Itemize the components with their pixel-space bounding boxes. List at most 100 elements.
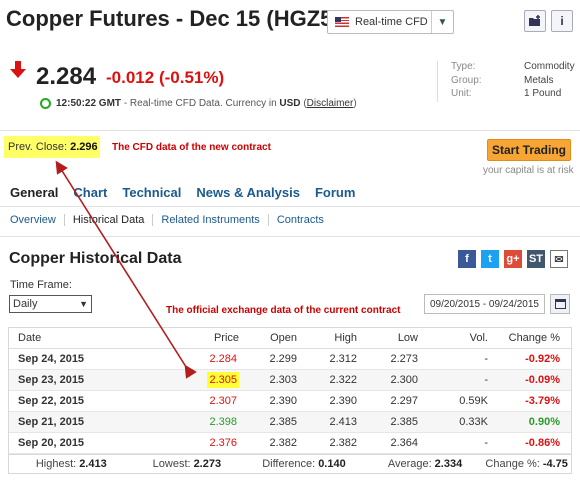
stocktwits-icon[interactable]: ST — [527, 250, 545, 268]
col-open[interactable]: Open — [270, 332, 297, 344]
col-date[interactable]: Date — [18, 332, 42, 344]
quote-time-line: 12:50:22 GMT - Real-time CFD Data. Curre… — [56, 98, 357, 109]
add-to-portfolio-button[interactable] — [524, 10, 546, 32]
row-vol: - — [484, 437, 488, 449]
table-row: Sep 21, 2015 2.398 2.385 2.413 2.385 0.33K 0.9… — [9, 412, 571, 433]
disclaimer-link[interactable]: Disclaimer — [306, 98, 354, 109]
row-price: 2.305 — [141, 372, 239, 388]
calendar-icon — [554, 299, 566, 309]
row-high: 2.312 — [329, 353, 357, 365]
currency: USD — [279, 98, 301, 109]
tab-general[interactable]: General — [10, 185, 59, 200]
prev-close-value: 2.296 — [70, 141, 98, 153]
divider — [0, 206, 580, 207]
row-change: -0.86% — [488, 437, 565, 449]
last-price: 2.284 — [36, 63, 97, 90]
add-to-portfolio-icon — [529, 15, 540, 26]
row-price-value: 2.305 — [207, 372, 239, 388]
tab-forum[interactable]: Forum — [314, 185, 356, 200]
row-date: Sep 20, 2015 — [18, 437, 85, 449]
summary-label: Lowest: — [152, 457, 191, 470]
cfd-annotation: The CFD data of the new contract — [112, 142, 271, 153]
row-change-value: -3.79% — [525, 395, 560, 407]
row-price: 2.376 — [141, 437, 239, 449]
col-vol[interactable]: Vol. — [469, 332, 488, 344]
col-high[interactable]: High — [334, 332, 357, 344]
summary-value: 2.413 — [79, 457, 107, 470]
info-button[interactable]: i — [551, 10, 573, 32]
chevron-down-icon[interactable]: ▼ — [431, 11, 453, 33]
summary-label: Highest: — [35, 457, 77, 470]
row-price-value: 2.398 — [209, 416, 237, 428]
meta-key: Unit: — [451, 88, 472, 99]
col-price[interactable]: Price — [213, 332, 239, 344]
summary-item: Lowest: 2.273 — [134, 458, 241, 470]
subtab-contracts[interactable]: Contracts — [276, 214, 324, 226]
exchange-annotation: The official exchange data of the curren… — [166, 305, 401, 316]
row-change-value: -0.92% — [525, 353, 560, 365]
row-price-value: 2.284 — [209, 353, 237, 365]
summary-item: Average: 2.334 — [368, 458, 483, 470]
row-date: Sep 21, 2015 — [18, 416, 85, 428]
summary-value: 2.273 — [193, 457, 222, 470]
row-high: 2.322 — [329, 374, 357, 386]
twitter-icon[interactable]: t — [481, 250, 499, 268]
summary-value: 0.140 — [318, 457, 346, 470]
change-value: -0.012 — [106, 68, 155, 87]
row-open: 2.385 — [269, 416, 297, 428]
row-price-value: 2.376 — [209, 437, 237, 449]
row-vol: 0.59K — [459, 395, 488, 407]
meta-value: Metals — [524, 74, 554, 86]
summary-item: Change %: -4.75 — [482, 458, 571, 470]
col-change[interactable]: Change % — [508, 332, 560, 344]
divider — [0, 236, 580, 237]
meta-value: 1 Pound — [524, 88, 562, 99]
instrument-meta: Type: Commodity Group: Metals Unit: 1 Pound — [437, 61, 579, 102]
row-change: -0.09% — [488, 374, 565, 386]
row-vol: - — [484, 374, 488, 386]
calendar-button[interactable] — [550, 294, 570, 314]
row-price: 2.398 — [141, 416, 239, 428]
cfd-selector[interactable]: Real-time CFD ▼ — [327, 10, 454, 34]
start-trading-button[interactable]: Start Trading — [487, 139, 571, 161]
quote-time: 12:50:22 GMT — [56, 98, 122, 109]
row-open: 2.390 — [269, 395, 297, 407]
paren-close: ) — [353, 98, 357, 109]
cfd-selector-label: Real-time CFD — [355, 16, 428, 28]
row-price: 2.307 — [141, 395, 239, 407]
date-range-input[interactable]: 09/20/2015 - 09/24/2015 — [424, 294, 545, 314]
row-change: -3.79% — [488, 395, 565, 407]
google-plus-icon[interactable]: g+ — [504, 250, 522, 268]
paren-open: ( — [303, 98, 307, 109]
email-icon[interactable]: ✉ — [550, 250, 568, 268]
summary-label: Change %: — [485, 457, 540, 470]
row-low: 2.300 — [390, 374, 418, 386]
row-low: 2.364 — [390, 437, 418, 449]
row-low: 2.273 — [390, 353, 418, 365]
col-low[interactable]: Low — [397, 332, 418, 344]
meta-value: Commodity — [524, 61, 575, 72]
row-high: 2.382 — [329, 437, 357, 449]
risk-note: your capital is at risk — [483, 165, 574, 176]
price-change: -0.012 (-0.51%) — [106, 68, 224, 88]
table-summary: Highest: 2.413 Lowest: 2.273 Difference: 0.14… — [8, 454, 572, 474]
change-percent: (-0.51%) — [158, 68, 225, 87]
page-title: Copper Futures - Dec 15 (HGZ5) — [6, 6, 340, 31]
summary-value: -4.75 — [542, 457, 568, 470]
row-change-value: 0.90% — [528, 416, 560, 428]
prev-close-label: Prev. Close: — [8, 141, 68, 153]
table-row: Sep 20, 2015 2.376 2.382 2.382 2.364 - -0.86% — [9, 433, 571, 454]
tab-news-analysis[interactable]: News & Analysis — [196, 185, 300, 200]
clock-icon — [40, 98, 51, 109]
summary-value: 2.334 — [434, 457, 463, 470]
summary-label: Difference: — [262, 457, 316, 470]
table-row: Sep 22, 2015 2.307 2.390 2.390 2.297 0.59K -3.… — [9, 391, 571, 412]
meta-row: Group: Metals — [451, 75, 579, 89]
row-change-value: -0.09% — [525, 374, 560, 386]
row-open: 2.382 — [269, 437, 297, 449]
meta-row: Unit: 1 Pound — [451, 88, 579, 102]
meta-row: Type: Commodity — [451, 61, 579, 75]
facebook-icon[interactable]: f — [458, 250, 476, 268]
row-price: 2.284 — [141, 353, 239, 365]
down-arrow-icon — [10, 61, 26, 78]
